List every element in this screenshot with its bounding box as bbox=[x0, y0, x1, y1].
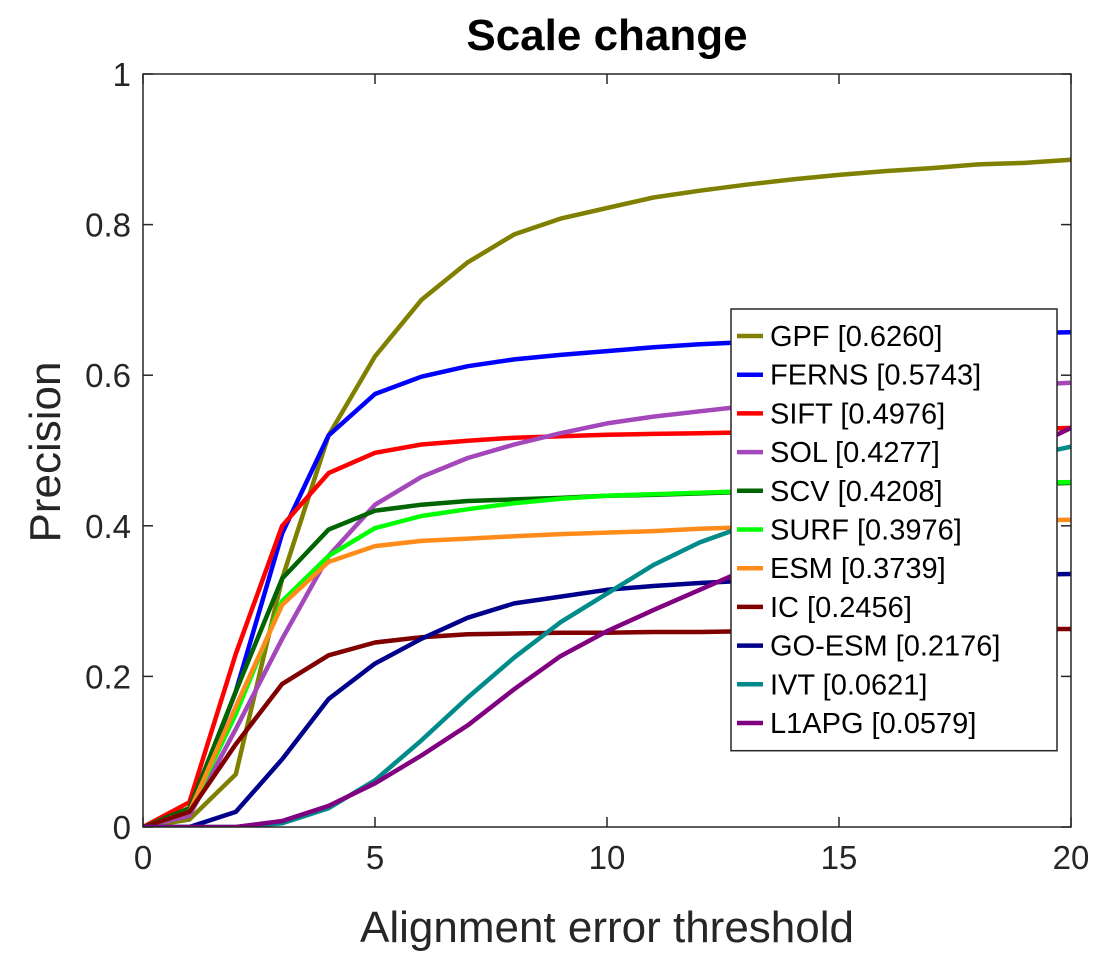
legend: GPF [0.6260] FERNS [0.5743] SIFT [0.4976] S… bbox=[730, 308, 1058, 752]
legend-label-8: GO-ESM [0.2176] bbox=[770, 631, 1001, 663]
x-tick-label: 5 bbox=[366, 839, 384, 876]
y-axis-title: Precision bbox=[21, 362, 70, 543]
legend-label-3: SOL [0.4277] bbox=[770, 437, 940, 469]
legend-label-7: IC [0.2456] bbox=[770, 592, 912, 624]
y-tick-label: 0.8 bbox=[85, 207, 131, 244]
x-tick-label: 10 bbox=[589, 839, 626, 876]
legend-label-6: ESM [0.3739] bbox=[770, 553, 946, 585]
legend-label-4: SCV [0.4208] bbox=[770, 476, 943, 508]
chart-title: Scale change bbox=[466, 11, 747, 60]
series-line-0 bbox=[143, 157, 1071, 827]
legend-label-5: SURF [0.3976] bbox=[770, 515, 962, 547]
x-tick-label: 20 bbox=[1053, 839, 1090, 876]
legend-label-2: SIFT [0.4976] bbox=[770, 398, 945, 430]
legend-box bbox=[730, 308, 1058, 752]
legend-label-1: FERNS [0.5743] bbox=[770, 360, 981, 392]
legend-label-0: GPF [0.6260] bbox=[770, 321, 943, 353]
y-tick-label: 0 bbox=[113, 809, 131, 846]
y-tick-label: 1 bbox=[113, 56, 131, 93]
x-axis-title: Alignment error threshold bbox=[360, 903, 854, 952]
legend-label-9: IVT [0.0621] bbox=[770, 669, 927, 701]
axes: 0 5 10 15 20 0 0.2 0.4 0.6 0.8 1 bbox=[85, 56, 1089, 876]
y-tick-label: 0.6 bbox=[85, 357, 131, 394]
legend-label-10: L1APG [0.0579] bbox=[770, 708, 976, 740]
x-tick-label: 15 bbox=[821, 839, 858, 876]
x-tick-label: 0 bbox=[134, 839, 152, 876]
y-tick-label: 0.2 bbox=[85, 658, 131, 695]
y-tick-label: 0.4 bbox=[85, 508, 131, 545]
